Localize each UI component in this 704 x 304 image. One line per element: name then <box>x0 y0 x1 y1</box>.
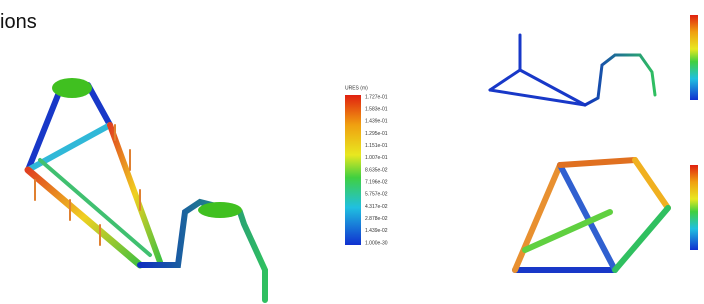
legend-label: 1.151e-01 <box>365 143 388 149</box>
legend-label: 1.583e-01 <box>365 106 388 112</box>
legend-label: 1.000e-30 <box>365 240 388 246</box>
legend-label: 1.007e-01 <box>365 155 388 161</box>
legend-label: 4.317e-02 <box>365 204 388 210</box>
right-bottom-model <box>515 160 698 270</box>
heading: ions <box>0 11 37 33</box>
legend-label: 7.196e-02 <box>365 179 388 185</box>
slide: ions URES (m) 1.727e-01 1.583e-01 1.439e-0… <box>0 0 704 304</box>
legend-label: 1.439e-02 <box>365 228 388 234</box>
legend-label: 8.635e-02 <box>365 167 388 173</box>
legend-label: 1.439e-01 <box>365 119 388 125</box>
left-model <box>28 78 265 300</box>
legend-label: 5.757e-02 <box>365 192 388 198</box>
legend-label: 1.727e-01 <box>365 94 388 100</box>
legend-label: 2.878e-02 <box>365 216 388 222</box>
legend-title: URES (m) <box>345 85 368 91</box>
right-top-model <box>490 15 698 105</box>
legend: URES (m) 1.727e-01 1.583e-01 1.439e-01 1.29… <box>345 85 388 246</box>
legend-label: 1.295e-01 <box>365 131 388 137</box>
